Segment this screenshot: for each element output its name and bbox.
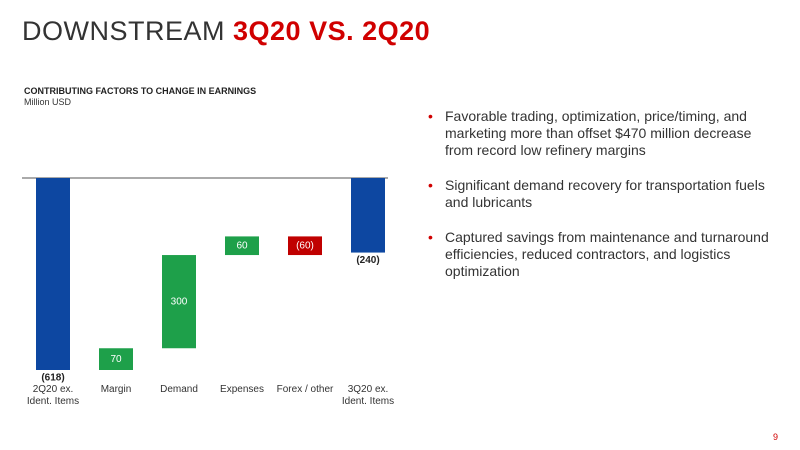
bullet: Significant demand recovery for transpor… <box>428 177 778 211</box>
value-label: 300 <box>171 296 188 307</box>
bar <box>162 255 196 349</box>
title-highlight: 3Q20 VS. 2Q20 <box>233 16 431 46</box>
bullet-list: Favorable trading, optimization, price/t… <box>428 108 778 298</box>
slide-title: DOWNSTREAM 3Q20 VS. 2Q20 <box>22 16 430 47</box>
chart: (618) 70 300 60 (60) (240) <box>22 177 388 384</box>
chart-subtitle: Million USD <box>24 97 72 107</box>
bullet: Captured savings from maintenance and tu… <box>428 229 778 280</box>
chart-title: CONTRIBUTING FACTORS TO CHANGE IN EARNIN… <box>24 86 257 96</box>
category-label: Forex / other <box>276 384 334 395</box>
title-main: DOWNSTREAM <box>22 16 225 46</box>
value-label: (240) <box>356 255 379 266</box>
bar <box>36 178 70 370</box>
value-label: (60) <box>296 240 314 251</box>
page-number: 9 <box>772 432 778 442</box>
value-label: 60 <box>236 240 248 251</box>
bar <box>288 236 322 256</box>
bullet: Favorable trading, optimization, price/t… <box>428 108 778 159</box>
category-label: 2Q20 ex. Ident. Items <box>26 384 80 407</box>
bar <box>99 348 133 370</box>
bar <box>225 236 259 256</box>
category-label: Expenses <box>220 384 264 395</box>
category-label: Demand <box>160 384 198 395</box>
category-label: Margin <box>100 384 132 395</box>
bar <box>351 178 385 253</box>
value-label: 70 <box>110 354 122 365</box>
category-label: 3Q20 ex. Ident. Items <box>341 384 395 407</box>
value-label: (618) <box>41 373 64 384</box>
